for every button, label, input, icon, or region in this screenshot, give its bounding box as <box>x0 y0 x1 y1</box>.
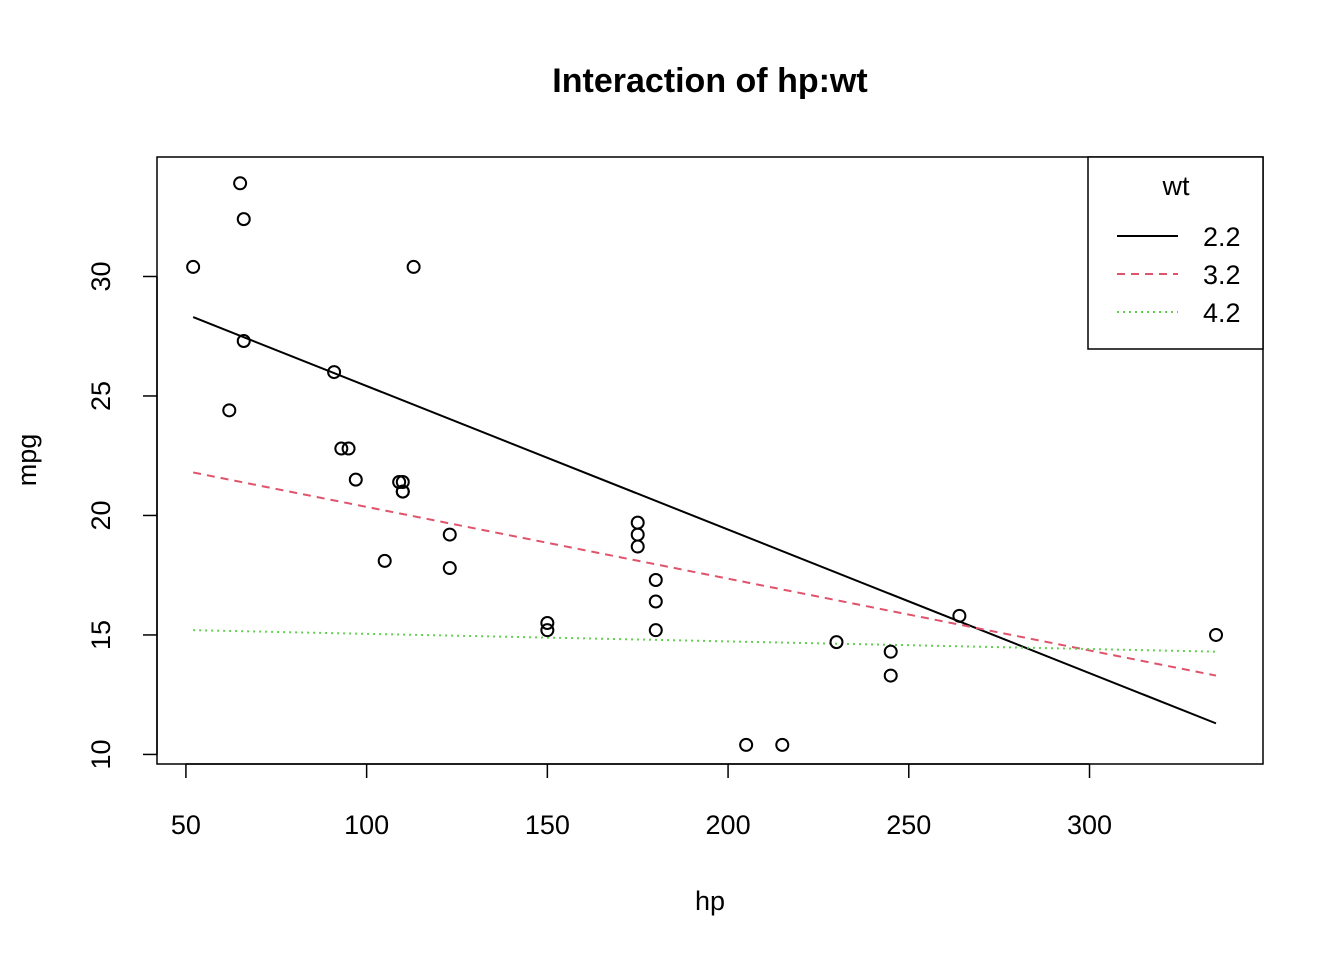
x-axis-label: hp <box>695 886 725 916</box>
data-point <box>236 212 251 227</box>
x-tick-label: 50 <box>171 810 201 840</box>
y-tick-label: 20 <box>86 500 116 530</box>
data-point <box>222 403 237 418</box>
data-point <box>648 623 663 638</box>
y-axis-label: mpg <box>12 434 42 487</box>
fit-line-wt-2.2 <box>192 316 1217 725</box>
x-tick-label: 250 <box>886 810 931 840</box>
y-axis: 10 15 20 25 30 <box>86 261 158 769</box>
legend-box <box>1087 156 1264 350</box>
data-point <box>442 561 457 576</box>
data-point <box>648 594 663 609</box>
data-point <box>883 668 898 683</box>
x-tick-label: 300 <box>1067 810 1112 840</box>
data-point <box>829 635 844 650</box>
y-tick-label: 10 <box>86 739 116 769</box>
data-point <box>739 737 754 752</box>
y-tick-label: 30 <box>86 261 116 291</box>
data-point <box>775 737 790 752</box>
data-point <box>348 472 363 487</box>
data-point <box>630 527 645 542</box>
data-point <box>1209 627 1224 642</box>
y-tick-label: 15 <box>86 620 116 650</box>
x-tick-label: 100 <box>344 810 389 840</box>
data-point <box>883 644 898 659</box>
data-point <box>392 475 407 490</box>
legend: wt 2.2 3.2 4.2 <box>1087 156 1264 350</box>
data-point <box>377 553 392 568</box>
data-point <box>630 515 645 530</box>
data-point <box>186 259 201 274</box>
y-tick-label: 25 <box>86 381 116 411</box>
x-tick-label: 200 <box>706 810 751 840</box>
data-point <box>395 475 410 490</box>
data-point <box>341 441 356 456</box>
data-point <box>334 441 349 456</box>
legend-title: wt <box>1162 171 1190 201</box>
data-point <box>406 259 421 274</box>
data-point <box>952 608 967 623</box>
data-point <box>327 365 342 380</box>
legend-label: 4.2 <box>1203 298 1241 328</box>
data-point <box>442 527 457 542</box>
chart-title: Interaction of hp:wt <box>552 62 867 100</box>
data-point <box>233 176 248 191</box>
data-point <box>236 334 251 349</box>
data-point <box>648 572 663 587</box>
fit-line-wt-3.2 <box>192 471 1217 677</box>
data-point <box>540 623 555 638</box>
x-tick-label: 150 <box>525 810 570 840</box>
x-axis: 50 100 150 200 250 300 <box>171 763 1112 840</box>
data-point <box>630 539 645 554</box>
data-points <box>186 176 1224 752</box>
legend-label: 3.2 <box>1203 260 1241 290</box>
fit-lines <box>192 316 1217 725</box>
data-point <box>540 616 555 631</box>
legend-label: 2.2 <box>1203 222 1241 252</box>
fit-line-wt-4.2 <box>193 629 1217 653</box>
